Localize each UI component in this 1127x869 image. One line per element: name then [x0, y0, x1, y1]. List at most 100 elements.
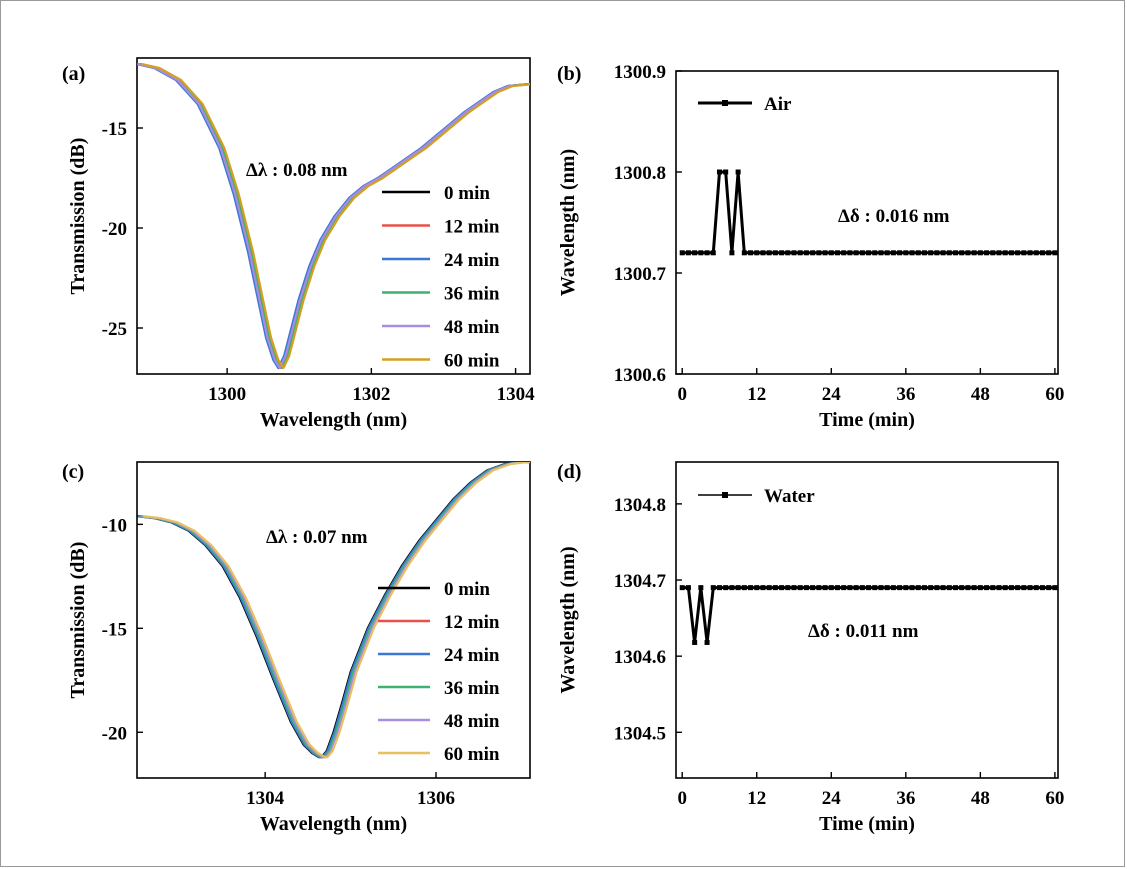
panel-label: (d)	[557, 461, 581, 483]
plot-area-frame	[675, 70, 1059, 375]
panel-label: (b)	[557, 63, 581, 85]
data-point	[729, 250, 735, 256]
y-tick-label: -10	[102, 515, 127, 536]
data-point	[903, 250, 909, 256]
data-point	[909, 250, 915, 256]
legend-label: 24 min	[444, 645, 500, 666]
data-point	[834, 585, 840, 591]
data-point	[903, 585, 909, 591]
y-tick-label: -15	[102, 619, 127, 640]
data-point	[897, 585, 903, 591]
data-point	[909, 585, 915, 591]
data-point	[884, 585, 890, 591]
legend-label: 36 min	[444, 284, 500, 305]
data-point	[748, 585, 754, 591]
data-point	[890, 250, 896, 256]
data-point	[853, 585, 859, 591]
y-tick-label: 1304.5	[614, 723, 666, 744]
data-point	[1021, 250, 1027, 256]
panel-label: (c)	[62, 461, 84, 483]
data-point	[1015, 585, 1021, 591]
data-point	[822, 250, 828, 256]
data-point	[692, 639, 698, 645]
data-point	[834, 250, 840, 256]
y-tick-label: 1300.8	[614, 163, 666, 184]
chart-panel-c: 1304 1306 -10 -15 -20 Wavelength (nm) Transmis…	[62, 461, 531, 835]
data-point	[866, 585, 872, 591]
data-point	[977, 585, 983, 591]
data-point	[1008, 585, 1014, 591]
annotation-label: Δδ : 0.016 nm	[838, 206, 950, 227]
data-point	[791, 250, 797, 256]
data-point	[754, 250, 760, 256]
data-point	[816, 250, 822, 256]
data-point	[1008, 250, 1014, 256]
x-axis-label: Wavelength (nm)	[260, 813, 407, 835]
series-line-36-min	[139, 462, 530, 759]
data-point	[797, 585, 803, 591]
data-point	[859, 585, 865, 591]
data-point	[971, 250, 977, 256]
data-point	[822, 585, 828, 591]
y-axis-label: Transmission (dB)	[67, 138, 89, 295]
legend-label: 60 min	[444, 744, 500, 765]
data-point	[872, 250, 878, 256]
data-point	[971, 585, 977, 591]
data-point	[779, 585, 785, 591]
legend-label: 0 min	[444, 579, 490, 600]
y-tick-label: -20	[102, 219, 127, 240]
data-point	[735, 169, 741, 175]
legend-label: 48 min	[444, 317, 500, 338]
data-point	[779, 250, 785, 256]
x-tick-label: 0	[677, 788, 687, 809]
data-point	[984, 585, 990, 591]
data-point	[791, 585, 797, 591]
data-point	[946, 585, 952, 591]
data-point	[698, 250, 704, 256]
data-point	[1033, 250, 1039, 256]
legend-label: 60 min	[444, 351, 500, 372]
series-line-24-min	[137, 462, 530, 759]
legend-label: 0 min	[444, 183, 490, 204]
data-point	[940, 585, 946, 591]
data-point	[797, 250, 803, 256]
x-tick-label: 0	[677, 384, 687, 405]
series-line-60-min	[142, 462, 530, 759]
y-tick-label: 1304.7	[614, 571, 667, 592]
legend-label: 36 min	[444, 678, 500, 699]
data-point	[847, 250, 853, 256]
data-point	[810, 250, 816, 256]
data-point	[810, 585, 816, 591]
data-point	[1027, 585, 1033, 591]
x-tick-label: 1304	[497, 384, 536, 405]
data-point	[872, 585, 878, 591]
data-point	[741, 250, 747, 256]
data-point	[884, 250, 890, 256]
plot-series-group	[679, 585, 1058, 645]
data-point	[716, 169, 722, 175]
data-point	[1033, 585, 1039, 591]
x-axis-label: Time (min)	[819, 813, 915, 835]
data-point	[704, 250, 710, 256]
legend-label: Water	[764, 486, 815, 507]
data-point	[692, 250, 698, 256]
data-point	[859, 250, 865, 256]
data-point	[959, 585, 965, 591]
chart-panel-d: 0 12 24 36 48 60 1304.8 1304.7 1304.6 1304.5 Time …	[557, 461, 1064, 835]
data-point	[828, 250, 834, 256]
data-point	[1002, 250, 1008, 256]
data-point	[1046, 585, 1052, 591]
legend-marker	[722, 100, 728, 106]
x-tick-label: 1300	[208, 384, 246, 405]
data-point	[841, 250, 847, 256]
data-point	[754, 585, 760, 591]
data-point	[723, 585, 729, 591]
data-point	[828, 585, 834, 591]
annotation-label: Δδ : 0.011 nm	[808, 621, 919, 642]
chart-panel-b: 0 12 24 36 48 60 1300.9 1300.8 1300.7 1300.6 Time …	[557, 62, 1064, 431]
data-point	[996, 250, 1002, 256]
data-point	[1052, 585, 1058, 591]
x-tick-label: 60	[1045, 384, 1064, 405]
